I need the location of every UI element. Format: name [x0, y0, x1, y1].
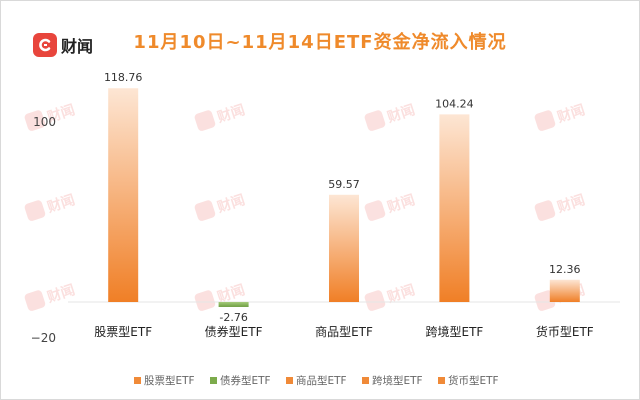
- bar: [439, 114, 470, 302]
- bar: [108, 88, 139, 303]
- legend: 股票型ETF 债券型ETF 商品型ETF 跨境型ETF 货币型ETF: [134, 374, 499, 387]
- y-tick-label: 100: [33, 115, 56, 129]
- data-label: 12.36: [549, 263, 581, 276]
- svg-text:财闻: 财闻: [214, 191, 247, 216]
- watermark: 财闻: [364, 191, 417, 221]
- watermark: 财闻: [194, 101, 247, 131]
- bar: [549, 279, 580, 302]
- svg-text:财闻: 财闻: [44, 191, 77, 216]
- watermark: 财闻: [194, 281, 247, 311]
- legend-swatch: [362, 377, 369, 384]
- legend-item: 货币型ETF: [448, 374, 499, 387]
- data-label: 118.76: [104, 71, 143, 84]
- svg-text:财闻: 财闻: [384, 101, 417, 126]
- watermark-layer: 财闻财闻财闻财闻财闻财闻财闻财闻财闻财闻财闻财闻: [24, 101, 587, 311]
- svg-text:财闻: 财闻: [44, 281, 77, 306]
- data-label: 104.24: [435, 97, 474, 110]
- svg-text:财闻: 财闻: [384, 281, 417, 306]
- data-label: 59.57: [328, 178, 360, 191]
- legend-item: 股票型ETF: [144, 374, 195, 387]
- legend-item: 商品型ETF: [296, 374, 347, 387]
- bars-layer: [108, 88, 580, 307]
- watermark: 财闻: [24, 191, 77, 221]
- watermark: 财闻: [24, 281, 77, 311]
- category-labels-layer: 股票型ETF 债券型ETF 商品型ETF 跨境型ETF 货币型ETF: [94, 324, 594, 339]
- legend-item: 债券型ETF: [220, 374, 271, 387]
- chart-title: 11月10日~11月14日ETF资金净流入情况: [133, 32, 507, 53]
- watermark: 财闻: [534, 191, 587, 221]
- svg-text:财闻: 财闻: [384, 191, 417, 216]
- y-tick-label: −20: [31, 331, 56, 345]
- x-tick-label: 跨境型ETF: [425, 324, 483, 339]
- watermark: 财闻: [534, 101, 587, 131]
- x-tick-label: 股票型ETF: [94, 325, 152, 339]
- data-label: -2.76: [219, 311, 247, 324]
- svg-text:财闻: 财闻: [554, 101, 587, 126]
- watermark: 财闻: [364, 281, 417, 311]
- brand-logo: 财闻: [33, 33, 93, 57]
- legend-swatch: [210, 377, 217, 384]
- svg-text:财闻: 财闻: [554, 191, 587, 216]
- x-tick-label: 货币型ETF: [536, 324, 594, 339]
- watermark: 财闻: [364, 101, 417, 131]
- watermark: 财闻: [194, 191, 247, 221]
- legend-item: 跨境型ETF: [372, 374, 423, 387]
- svg-text:财闻: 财闻: [214, 101, 247, 126]
- bar: [218, 302, 249, 307]
- bar: [329, 194, 359, 302]
- legend-swatch: [438, 377, 445, 384]
- legend-swatch: [286, 377, 293, 384]
- value-labels-layer: 118.76 -2.76 59.57 104.24 12.36: [104, 71, 581, 324]
- brand-c-icon: [33, 33, 57, 57]
- brand-name: 财闻: [61, 37, 94, 56]
- x-tick-label: 商品型ETF: [315, 324, 373, 339]
- legend-swatch: [134, 377, 141, 384]
- x-tick-label: 债券型ETF: [205, 324, 263, 339]
